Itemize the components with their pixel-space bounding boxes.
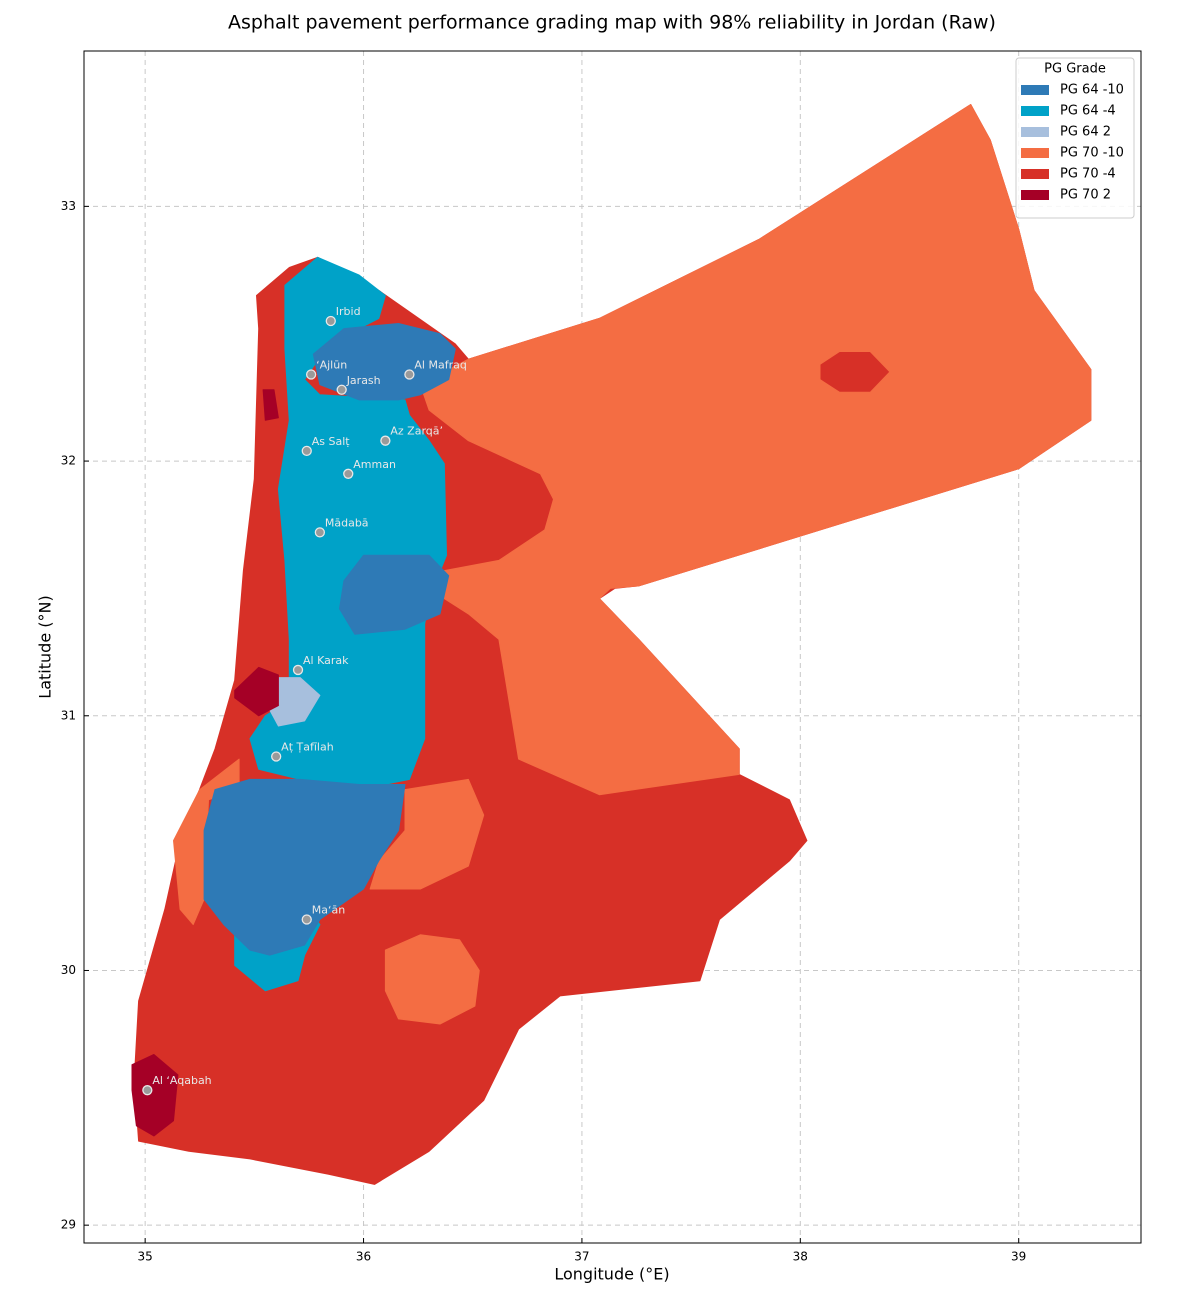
city-marker: [314, 527, 326, 538]
city-label: Jarash: [346, 374, 381, 387]
grade-zone: [173, 104, 1092, 1025]
x-tick-label: 35: [138, 1250, 153, 1264]
x-tick-label: 37: [574, 1250, 589, 1264]
legend-swatch: [1021, 106, 1049, 116]
city-label: Mādabā: [325, 516, 369, 529]
y-tick-label: 29: [61, 1218, 76, 1232]
city-marker: [325, 315, 336, 327]
city-marker: [142, 1085, 153, 1096]
city-label: ʻAjlūn: [316, 358, 347, 371]
legend-label: PG 64 -4: [1060, 104, 1116, 119]
legend-swatch: [1021, 169, 1049, 179]
y-tick-label: 32: [61, 454, 76, 468]
y-tick-label: 30: [61, 963, 76, 977]
grade-zone: [131, 389, 279, 1137]
legend-label: PG 70 2: [1060, 188, 1111, 203]
x-tick-label: 38: [793, 1250, 808, 1264]
city-marker: [343, 468, 354, 479]
city-marker: [271, 751, 282, 762]
legend-label: PG 70 -10: [1060, 146, 1124, 161]
city-label: Aṭ Ṭafīlah: [281, 741, 334, 754]
x-axis-label: Longitude (°E): [554, 1265, 669, 1284]
y-tick-label: 33: [61, 199, 76, 213]
city-label: Al ʻAqabah: [152, 1074, 211, 1087]
y-tick-label: 31: [61, 708, 76, 722]
legend-title: PG Grade: [1044, 62, 1106, 77]
city-marker: [404, 369, 415, 380]
city-label: Irbid: [336, 305, 361, 318]
map: [131, 104, 1092, 1185]
city-label: As Salṭ: [312, 435, 351, 448]
legend-swatch: [1021, 148, 1049, 158]
city-marker: [292, 664, 304, 676]
city-marker: [380, 435, 391, 446]
x-tick-label: 39: [1011, 1250, 1026, 1264]
legend-swatch: [1021, 127, 1049, 137]
city-label: Amman: [353, 458, 396, 471]
cities: Irbid ʻAjlūn Jarash Al Mafraq As Salṭ Az Zarq…: [142, 305, 467, 1096]
legend-swatch: [1021, 85, 1049, 95]
legend: PG Grade PG 64 -10 PG 64 -4 PG 64 2 PG 70 -1…: [1015, 57, 1135, 219]
y-axis-label: Latitude (°N): [36, 595, 55, 698]
city-marker: [301, 914, 312, 925]
legend-label: PG 70 -4: [1060, 167, 1116, 182]
plot-frame: [83, 50, 1142, 1244]
city-marker: [305, 369, 317, 380]
grade-zone: [203, 323, 456, 956]
chart-title: Asphalt pavement performance grading map…: [228, 12, 996, 34]
city-label: Az Zarqāʼ: [390, 425, 443, 438]
axes: 35 36 37 38 39 29 30 31 32 33: [61, 199, 1027, 1264]
city-label: Al Karak: [303, 654, 349, 667]
x-tick-label: 36: [356, 1250, 371, 1264]
legend-label: PG 64 -10: [1060, 83, 1124, 98]
city-marker: [301, 445, 312, 457]
legend-swatch: [1021, 190, 1049, 200]
legend-label: PG 64 2: [1060, 125, 1111, 140]
city-marker: [336, 384, 347, 395]
city-label: Maʻān: [312, 904, 345, 917]
city-label: Al Mafraq: [414, 358, 466, 371]
